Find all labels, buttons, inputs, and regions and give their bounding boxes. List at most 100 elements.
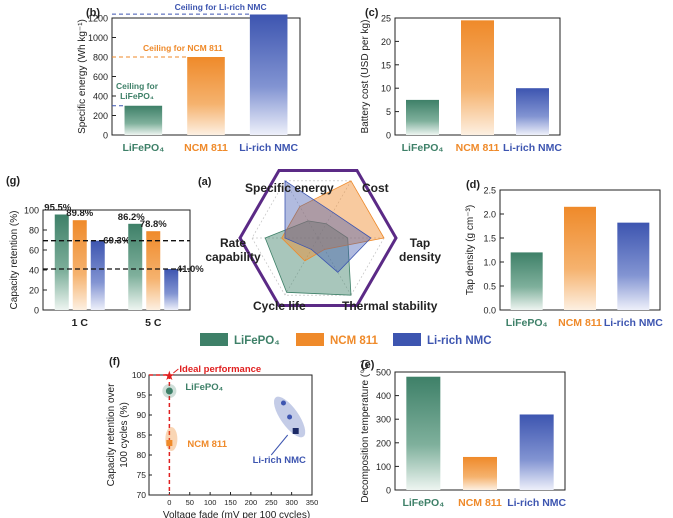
bar-0-1 xyxy=(128,223,143,310)
y-tick-label: 1.5 xyxy=(483,234,496,244)
x-tick-label: 0 xyxy=(167,498,171,507)
bar-lifepo- xyxy=(510,252,543,310)
y-tick-label: 1000 xyxy=(88,33,108,43)
y-axis-title: Capacity retention (%) xyxy=(9,211,20,310)
bar-lifepo- xyxy=(406,99,439,135)
radar-axis-label: Tap xyxy=(410,236,430,250)
y-tick-label: 1.0 xyxy=(483,258,496,268)
data-label: 95.5% xyxy=(44,203,71,214)
panel-label: (a) xyxy=(198,176,212,188)
x-category-label: 1 C xyxy=(72,317,89,329)
radar-axis-label: density xyxy=(399,250,441,264)
y-tick-label: 80 xyxy=(29,226,39,236)
legend-swatch-2 xyxy=(393,333,421,346)
y-tick-label: 25 xyxy=(381,14,391,24)
y-tick-label: 1200 xyxy=(88,14,108,24)
x-category-label: LiFePO₄ xyxy=(402,497,444,509)
x-category-label: NCM 811 xyxy=(558,317,602,329)
bar-1-1 xyxy=(146,231,161,310)
legend: LiFePO₄ NCM 811 Li-rich NMC xyxy=(200,333,492,347)
ceiling-label-lfp-1: Ceiling for xyxy=(116,81,159,91)
bar-2-0 xyxy=(90,240,105,310)
y-tick-label: 80 xyxy=(137,450,147,460)
y-tick-label: 15 xyxy=(381,60,391,70)
data-label: 86.2% xyxy=(118,212,145,223)
x-axis-title: Voltage fade (mV per 100 cycles) xyxy=(163,510,310,518)
y-tick-label: 100 xyxy=(24,206,39,216)
legend-swatch-1 xyxy=(296,333,324,346)
radar-spoke xyxy=(284,237,319,296)
bar-li-rich-nmc xyxy=(516,88,549,135)
x-tick-label: 100 xyxy=(204,498,217,507)
bar-2-1 xyxy=(164,269,179,310)
point-ncm xyxy=(166,440,173,446)
x-category-label: LiFePO₄ xyxy=(506,317,548,329)
x-category-label: Li-rich NMC xyxy=(507,497,566,509)
ncm-highlight xyxy=(165,427,178,451)
y-tick-label: 75 xyxy=(137,470,147,480)
x-category-label: Li-rich NMC xyxy=(239,142,298,154)
x-tick-label: 50 xyxy=(186,498,194,507)
y-tick-label: 60 xyxy=(29,246,39,256)
panel-label: (e) xyxy=(361,359,375,371)
x-tick-label: 350 xyxy=(306,498,319,507)
radar-series-2 xyxy=(284,180,372,273)
y-tick-label: 200 xyxy=(93,111,108,121)
bar-li-rich-nmc xyxy=(519,414,554,490)
y-axis-title: Decomposition temperature (°C) xyxy=(360,359,371,503)
x-tick-label: 200 xyxy=(245,498,258,507)
radar-axis-label: Cycle life xyxy=(253,299,306,313)
point-lrich-b xyxy=(287,414,293,420)
radar-spoke xyxy=(317,180,352,239)
y-axis-title: Specific energy (Wh kg⁻¹) xyxy=(77,19,88,134)
ceiling-label-lrich: Ceiling for Li-rich NMC xyxy=(175,2,267,12)
y-tick-label: 300 xyxy=(376,415,391,425)
point-lfp xyxy=(165,387,173,395)
x-tick-label: 150 xyxy=(224,498,237,507)
data-label: 41.0% xyxy=(177,264,204,275)
y-tick-label: 600 xyxy=(93,72,108,82)
y-tick-label: 800 xyxy=(93,53,108,63)
label-lrich: Li-rich NMC xyxy=(253,455,306,466)
radar-series-1 xyxy=(281,180,385,262)
y-tick-label: 2.5 xyxy=(483,186,496,196)
x-category-label: LiFePO₄ xyxy=(402,142,444,154)
legend-label-2: Li-rich NMC xyxy=(427,335,492,347)
x-category-label: Li-rich NMC xyxy=(503,142,562,154)
y-tick-label: 0 xyxy=(34,306,39,316)
y-axis-title-1: Capacity retention over xyxy=(106,383,117,487)
y-axis-title: Tap density (g cm⁻³) xyxy=(465,205,476,295)
y-tick-label: 2.0 xyxy=(483,210,496,220)
panel-d: 0.0 0.5 1.0 1.5 2.0 2.5 LiFePO₄ NCM 811 Li-rich … xyxy=(465,179,663,329)
panel-label: (d) xyxy=(466,179,480,191)
y-axis-title: Battery cost (USD per kg) xyxy=(360,20,371,134)
bar-li-rich-nmc xyxy=(617,222,650,310)
y-tick-label: 20 xyxy=(381,37,391,47)
y-tick-label: 100 xyxy=(132,370,146,380)
point-lrich-a xyxy=(280,400,286,406)
data-label: 78.8% xyxy=(140,219,167,230)
bar-ncm-811 xyxy=(564,206,596,310)
label-lfp: LiFePO₄ xyxy=(185,382,223,393)
x-category-label: NCM 811 xyxy=(184,142,228,154)
panel-f: (f) 70 75 80 85 90 95 100 0 50 100 150 200 250 300 350 V… xyxy=(106,356,318,518)
legend-label-0: LiFePO₄ xyxy=(234,335,280,347)
y-tick-label: 0 xyxy=(103,131,108,141)
radar-spoke xyxy=(284,180,319,239)
y-axis-title-2: 100 cycles (%) xyxy=(119,402,130,468)
panel-label: (g) xyxy=(6,175,20,187)
legend-label-1: NCM 811 xyxy=(330,335,379,347)
x-category-label: LiFePO₄ xyxy=(122,142,164,154)
panel-b: 0 200 400 600 800 1000 1200 LiFePO₄ NCM 811 Li-ri… xyxy=(77,2,301,154)
label-ncm: NCM 811 xyxy=(187,439,227,450)
point-lrich-c xyxy=(292,428,299,434)
label-ideal: Ideal performance xyxy=(179,364,261,375)
panel-c: 0 5 10 15 20 25 LiFePO₄ NCM 811 Li-rich NMC Batte… xyxy=(360,7,562,154)
y-tick-label: 10 xyxy=(381,84,391,94)
y-tick-label: 0.0 xyxy=(483,306,496,316)
y-tick-label: 200 xyxy=(376,438,391,448)
point-ideal: ★ xyxy=(164,368,176,383)
radar-series-0 xyxy=(264,220,352,296)
bar-1-0 xyxy=(72,220,87,310)
